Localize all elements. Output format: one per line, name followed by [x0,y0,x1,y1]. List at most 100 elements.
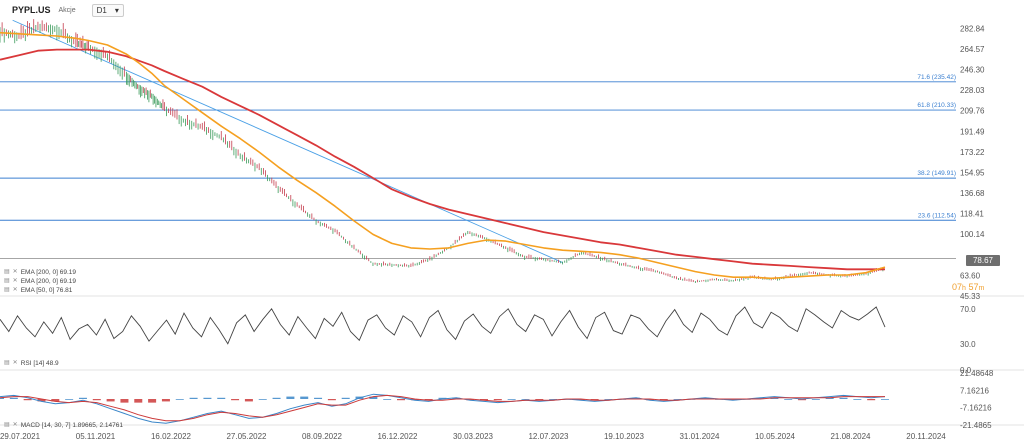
timeframe-select[interactable]: D1 ▾ [91,3,124,17]
macd-histogram-bar [217,397,226,399]
macd-histogram-bar [632,397,641,399]
macd-tick-label: -21.4865 [960,421,992,430]
x-tick-label: 29.07.2021 [0,432,41,441]
x-tick-label: 20.11.2024 [906,432,946,441]
macd-line [0,393,886,424]
y-tick-label: 45.33 [960,292,981,301]
rsi-label: RSI [14] 48.9 [20,360,59,367]
macd-histogram-bar [839,397,848,399]
ema200a-label: EMA [200, 0] 69.19 [20,269,76,276]
macd-histogram-bar [244,399,253,402]
symbol-label[interactable]: PYPL.US [12,5,51,15]
macd-histogram-bar [231,399,240,401]
fib-level-label: 61.8 (210.33) [917,102,956,109]
x-tick-label: 19.10.2023 [604,432,645,441]
macd-histogram-bar [535,399,544,401]
last-price-tag: 78.67 [966,255,1000,266]
macd-histogram-bar [424,399,433,401]
indicator-settings-icon[interactable]: ▤ [4,278,10,284]
timeframe-value: D1 [96,5,107,15]
macd-histogram-bar [728,399,737,401]
macd-tick-label: 7.16216 [960,386,989,395]
macd-histogram-bar [9,397,18,399]
macd-histogram-bar [507,399,516,400]
macd-signal-line [0,394,885,422]
x-tick-label: 16.02.2022 [151,432,192,441]
chevron-down-icon: ▾ [114,5,119,15]
macd-histogram-bar [23,399,32,401]
macd-histogram-bar [659,399,668,401]
macd-histogram-bar [645,399,654,401]
ema50-label: EMA [50, 0] 76.81 [20,287,73,294]
macd-histogram-bar [825,397,834,399]
macd-histogram-bar [314,397,323,399]
macd-histogram-bar [479,399,488,401]
y-tick-label: 282.84 [960,24,985,33]
macd-histogram-bar [867,399,876,401]
ema200-line [0,48,885,271]
macd-histogram-bar [397,399,406,401]
y-tick-label: 228.03 [960,86,985,95]
macd-histogram-bar [272,397,281,399]
macd-histogram-bar [784,399,793,400]
macd-histogram-bar [493,399,502,401]
indicator-settings-icon[interactable]: ▤ [4,269,10,275]
indicator-settings-icon[interactable]: ▤ [4,422,10,428]
rsi-line [0,306,886,345]
indicator-settings-icon[interactable]: ▤ [4,287,10,293]
legend-row-ema200b[interactable]: ▤ ✕ EMA [200, 0] 69.19 [4,277,76,286]
macd-histogram-bar [590,399,599,401]
macd-histogram-bar [853,399,862,400]
macd-histogram-bar [37,399,46,402]
macd-histogram-bar [134,399,143,403]
macd-histogram-bar [438,397,447,399]
macd-histogram-bar [300,396,309,399]
x-tick-label: 31.01.2024 [679,432,720,441]
macd-histogram-bar [341,397,350,399]
legend-row-ema200a[interactable]: ▤ ✕ EMA [200, 0] 69.19 [4,268,76,277]
rsi-legend: ▤ ✕ RSI [14] 48.9 [4,359,59,368]
macd-histogram-bar [701,397,710,399]
close-icon[interactable]: ✕ [12,422,18,428]
candle-countdown: 07h 57m [952,282,984,292]
trendline [12,19,563,263]
x-tick-label: 30.03.2023 [453,432,494,441]
macd-histogram-bar [286,396,295,399]
macd-histogram-bar [92,399,101,401]
fib-level-label: 23.6 (112.54) [918,212,956,219]
macd-histogram-bar [258,399,267,400]
macd-histogram-bar [189,397,198,399]
countdown-m: m [978,285,985,292]
macd-histogram-bar [549,399,558,400]
macd-legend: ▤ ✕ MACD [14, 30, 7] 1.89665, 2.14761 [4,421,123,430]
x-tick-label: 21.08.2024 [830,432,871,441]
y-tick-label: 264.57 [960,45,985,54]
indicator-settings-icon[interactable]: ▤ [4,360,10,366]
legend-row-rsi[interactable]: ▤ ✕ RSI [14] 48.9 [4,359,59,368]
macd-histogram-bar [811,399,820,400]
macd-histogram-bar [51,399,60,402]
macd-histogram-bar [148,399,157,403]
close-icon[interactable]: ✕ [12,287,18,293]
macd-tick-label: -7.16216 [960,404,992,413]
macd-histogram-bar [881,399,889,400]
macd-histogram-bar [203,397,212,399]
legend-row-ema50[interactable]: ▤ ✕ EMA [50, 0] 76.81 [4,286,76,295]
x-tick-label: 10.05.2024 [755,432,796,441]
rsi-tick-label: 30.0 [960,340,976,349]
x-tick-label: 05.11.2021 [76,432,116,441]
macd-histogram-bar [175,399,184,400]
macd-label: MACD [14, 30, 7] 1.89665, 2.14761 [20,422,123,429]
countdown-hours: 07 [952,282,963,292]
close-icon[interactable]: ✕ [12,360,18,366]
y-tick-label: 246.30 [960,66,985,75]
rsi-tick-label: 0.0 [960,366,972,375]
close-icon[interactable]: ✕ [12,278,18,284]
y-tick-label: 63.60 [960,271,981,280]
close-icon[interactable]: ✕ [12,269,18,275]
legend-row-macd[interactable]: ▤ ✕ MACD [14, 30, 7] 1.89665, 2.14761 [4,421,123,430]
rsi-tick-label: 70.0 [960,305,976,314]
price-legend: ▤ ✕ EMA [200, 0] 69.19 ▤ ✕ EMA [200, 0] … [4,268,76,295]
